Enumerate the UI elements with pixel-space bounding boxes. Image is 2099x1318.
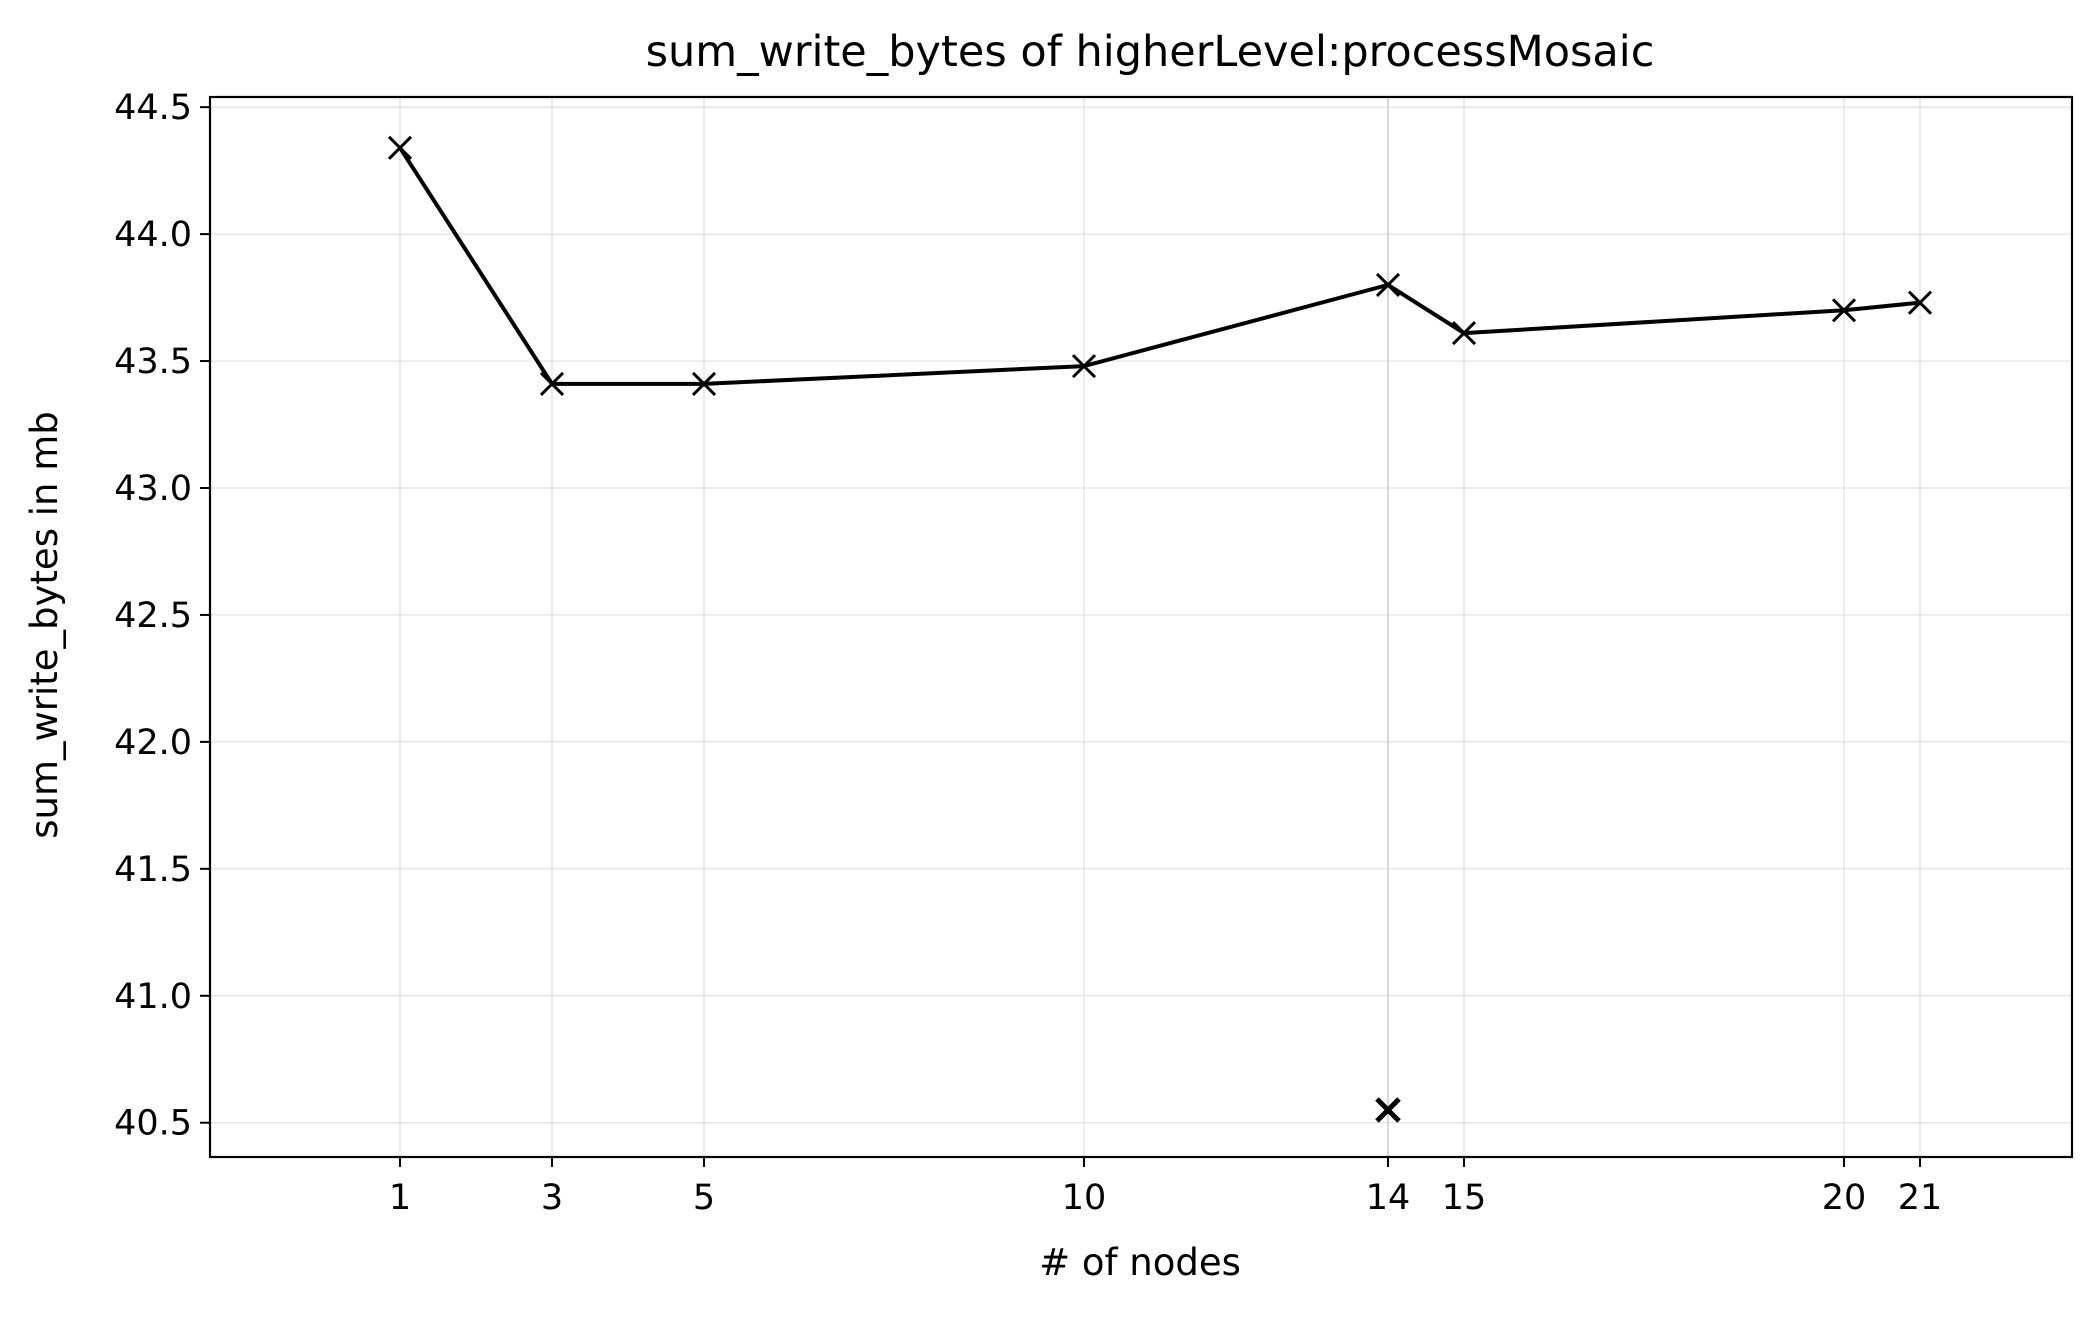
y-tick-label: 43.5 [114, 342, 192, 382]
x-tick-label: 3 [541, 1178, 563, 1218]
y-axis-label: sum_write_bytes in mb [23, 411, 66, 839]
x-tick-label: 15 [1442, 1178, 1487, 1218]
data-point-marker [691, 371, 717, 396]
y-tick-label: 43.0 [114, 469, 192, 509]
marker-stroke [1451, 321, 1477, 346]
x-axis-ticks: 1 3 5 10 14 15 20 21 [389, 1157, 1942, 1218]
marker-stroke [539, 371, 565, 396]
chart-title: sum_write_bytes of higherLevel:processMo… [646, 27, 1655, 77]
data-point-marker [1907, 290, 1933, 315]
marker-stroke [387, 135, 413, 160]
data-point-marker [1071, 354, 1097, 379]
y-tick-label: 44.5 [114, 88, 192, 128]
y-tick-label: 40.5 [114, 1104, 192, 1144]
data-point-marker [1375, 272, 1401, 297]
y-tick-label: 42.0 [114, 723, 192, 763]
x-tick-label: 5 [693, 1178, 715, 1218]
series-layer [387, 135, 1933, 1123]
x-axis-label: # of nodes [1039, 1241, 1241, 1284]
x-tick-label: 20 [1822, 1178, 1867, 1218]
marker-stroke [1375, 1097, 1401, 1123]
highlight-point-marker [1375, 1097, 1401, 1123]
x-tick-label: 10 [1062, 1178, 1107, 1218]
y-tick-label: 44.0 [114, 215, 192, 255]
data-point-marker [1831, 298, 1857, 323]
marker-stroke [1071, 354, 1097, 379]
marker-stroke [1831, 298, 1857, 323]
data-point-marker [1451, 321, 1477, 346]
y-tick-label: 41.0 [114, 977, 192, 1017]
marker-stroke [1907, 290, 1933, 315]
y-tick-label: 42.5 [114, 596, 192, 636]
series-line [398, 146, 1921, 386]
x-tick-label: 14 [1366, 1178, 1411, 1218]
plot-frame [208, 95, 2074, 1159]
x-tick-label: 1 [389, 1178, 411, 1218]
marker-stroke [691, 371, 717, 396]
grid-lines [210, 97, 2072, 1157]
x-tick-label: 21 [1898, 1178, 1943, 1218]
marker-stroke [1375, 272, 1401, 297]
y-tick-label: 41.5 [114, 850, 192, 890]
y-axis-ticks: 40.5 41.0 41.5 42.0 42.5 43.0 43.5 44.0 44.5 [114, 88, 210, 1144]
data-point-marker [387, 135, 413, 160]
data-point-marker [539, 371, 565, 396]
